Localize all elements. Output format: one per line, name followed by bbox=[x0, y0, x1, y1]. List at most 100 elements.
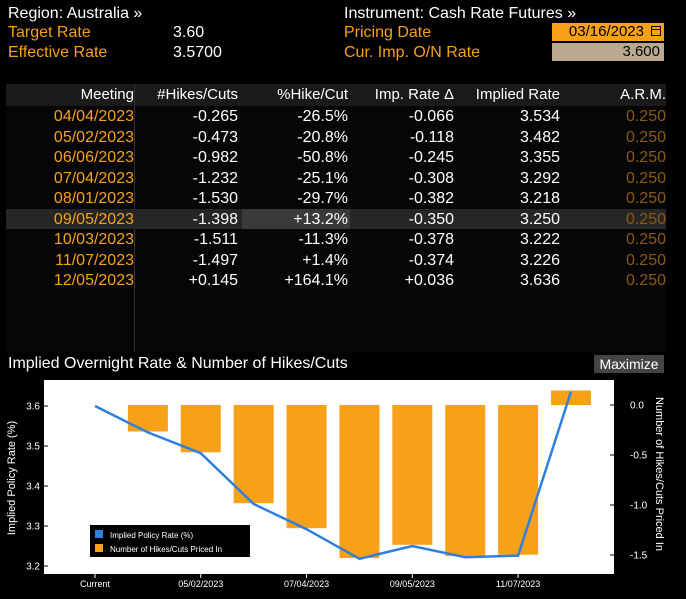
table-row[interactable]: 10/03/2023 -1.511 -11.3% -0.378 3.222 0.250 bbox=[6, 229, 666, 249]
pct-cell: -29.7% bbox=[297, 190, 348, 207]
col-meeting[interactable]: Meeting bbox=[80, 86, 134, 103]
hikes-cell: -1.497 bbox=[192, 251, 238, 269]
pct-cell: +164.1% bbox=[284, 272, 348, 289]
table-row[interactable]: 05/02/2023 -0.473 -20.8% -0.118 3.482 0.250 bbox=[6, 127, 666, 147]
legend-entry-line: Implied Policy Rate (%) bbox=[110, 531, 193, 540]
hikes-cuts-bar bbox=[498, 405, 539, 555]
cur-imp-rate-label: Cur. Imp. O/N Rate bbox=[344, 44, 481, 61]
cell-highlight bbox=[242, 208, 350, 229]
implied-cell: 3.292 bbox=[519, 169, 560, 187]
pct-cell: -20.8% bbox=[297, 128, 348, 146]
chart-title: Implied Overnight Rate & Number of Hikes… bbox=[8, 355, 348, 372]
pct-cell: -50.8% bbox=[297, 149, 348, 166]
col-hikes-cuts[interactable]: #Hikes/Cuts bbox=[157, 86, 238, 103]
meeting-cell[interactable]: 11/07/2023 bbox=[55, 251, 134, 269]
arm-cell: 0.250 bbox=[625, 231, 666, 248]
hikes-cuts-bar bbox=[339, 405, 380, 558]
meeting-cell[interactable]: 04/04/2023 bbox=[53, 108, 134, 125]
meeting-cell[interactable]: 09/05/2023 bbox=[53, 210, 134, 228]
x-tick-label: 07/04/2023 bbox=[284, 579, 329, 589]
hikes-cell: -1.398 bbox=[192, 210, 238, 228]
implied-cell: 3.482 bbox=[519, 128, 560, 146]
table-row[interactable]: 06/06/2023 -0.982 -50.8% -0.245 3.355 0.250 bbox=[6, 147, 666, 167]
meeting-cell[interactable]: 07/04/2023 bbox=[53, 169, 134, 187]
implied-rate-chart: 3.6 3.5 3.4 3.3 3.2 0.0 -0.5 -1.0 -1.5 Current 05/… bbox=[6, 380, 665, 589]
hikes-cell: -0.265 bbox=[192, 108, 238, 125]
col-implied-rate[interactable]: Implied Rate bbox=[475, 86, 560, 103]
chart-legend bbox=[90, 525, 250, 557]
implied-cell: 3.355 bbox=[519, 149, 560, 166]
legend-swatch-bar bbox=[95, 544, 103, 552]
rates-table: Meeting #Hikes/Cuts %Hike/Cut Imp. Rate … bbox=[6, 84, 666, 352]
delta-cell: -0.350 bbox=[408, 210, 454, 228]
table-header: Meeting #Hikes/Cuts %Hike/Cut Imp. Rate … bbox=[6, 84, 666, 106]
hikes-cell: +0.145 bbox=[188, 272, 238, 289]
maximize-button[interactable]: Maximize bbox=[594, 355, 664, 373]
delta-cell: -0.382 bbox=[408, 190, 454, 207]
implied-cell: 3.222 bbox=[519, 231, 560, 248]
implied-cell: 3.250 bbox=[519, 210, 560, 228]
legend-swatch-line bbox=[95, 530, 103, 538]
left-tick-label: 3.2 bbox=[26, 562, 40, 573]
pct-cell: -11.3% bbox=[298, 231, 348, 248]
effective-rate-value: 3.5700 bbox=[173, 44, 222, 61]
right-tick-label: -1.0 bbox=[630, 501, 648, 512]
table-row[interactable]: 11/07/2023 -1.497 +1.4% -0.374 3.226 0.250 bbox=[6, 250, 666, 270]
arm-cell: 0.250 bbox=[625, 128, 666, 146]
meeting-cell[interactable]: 12/05/2023 bbox=[53, 272, 134, 289]
delta-cell: -0.378 bbox=[408, 231, 454, 248]
left-tick-label: 3.3 bbox=[26, 522, 40, 533]
right-tick-label: -1.5 bbox=[630, 551, 648, 562]
pricing-date-field[interactable]: 03/16/2023 bbox=[552, 23, 664, 41]
hikes-cuts-bar bbox=[127, 405, 168, 432]
left-tick-label: 3.5 bbox=[26, 442, 40, 453]
delta-cell: -0.118 bbox=[409, 128, 454, 146]
arm-cell: 0.250 bbox=[625, 149, 666, 166]
region-selector[interactable]: Region: Australia » bbox=[8, 5, 143, 22]
hikes-cuts-bar bbox=[180, 405, 221, 453]
right-tick-label: -0.5 bbox=[630, 451, 648, 462]
left-tick-label: 3.4 bbox=[26, 482, 40, 493]
arm-cell: 0.250 bbox=[625, 251, 666, 269]
table-row[interactable]: 07/04/2023 -1.232 -25.1% -0.308 3.292 0.250 bbox=[6, 168, 666, 188]
hikes-cuts-bar bbox=[392, 405, 433, 545]
instrument-selector[interactable]: Instrument: Cash Rate Futures » bbox=[344, 5, 577, 22]
arm-cell: 0.250 bbox=[625, 190, 666, 207]
pct-cell: -26.5% bbox=[297, 108, 348, 125]
hikes-cuts-bar bbox=[551, 390, 591, 405]
right-tick-label: 0.0 bbox=[630, 401, 644, 412]
delta-cell: -0.245 bbox=[408, 149, 454, 166]
arm-cell: 0.250 bbox=[625, 169, 666, 187]
meeting-cell[interactable]: 08/01/2023 bbox=[53, 190, 134, 207]
meeting-cell[interactable]: 06/06/2023 bbox=[53, 149, 134, 166]
x-tick-label: 11/07/2023 bbox=[496, 579, 540, 589]
legend-entry-bar: Number of Hikes/Cuts Priced In bbox=[110, 545, 222, 554]
table-row[interactable]: 04/04/2023 -0.265 -26.5% -0.066 3.534 0.250 bbox=[6, 106, 666, 126]
arm-cell: 0.250 bbox=[625, 108, 666, 125]
cur-imp-rate-field: 3.600 bbox=[552, 43, 664, 61]
implied-cell: 3.226 bbox=[519, 251, 560, 269]
hikes-cuts-bar bbox=[445, 405, 486, 557]
hikes-cuts-bar bbox=[286, 405, 327, 529]
meeting-cell[interactable]: 10/03/2023 bbox=[53, 231, 134, 248]
col-arm[interactable]: A.R.M. bbox=[620, 86, 666, 103]
col-imp-rate-delta[interactable]: Imp. Rate Δ bbox=[374, 86, 454, 103]
x-tick-label: 09/05/2023 bbox=[390, 579, 435, 589]
pct-cell: +1.4% bbox=[302, 251, 348, 269]
arm-cell: 0.250 bbox=[625, 210, 666, 228]
meeting-cell[interactable]: 05/02/2023 bbox=[53, 128, 134, 146]
pricing-date-value: 03/16/2023 bbox=[568, 23, 644, 40]
x-tick-label: 05/02/2023 bbox=[178, 579, 223, 589]
calendar-icon[interactable] bbox=[651, 26, 661, 36]
left-tick-label: 3.6 bbox=[26, 402, 40, 413]
col-pct-hike-cut[interactable]: %Hike/Cut bbox=[277, 86, 348, 103]
hikes-cell: -1.530 bbox=[192, 190, 238, 207]
table-row[interactable]: 08/01/2023 -1.530 -29.7% -0.382 3.218 0.250 bbox=[6, 188, 666, 208]
table-row[interactable]: 09/05/2023 -1.398 +13.2% -0.350 3.250 0.250 bbox=[6, 208, 666, 229]
left-axis-label: Implied Policy Rate (%) bbox=[6, 421, 18, 535]
pct-cell: -25.1% bbox=[297, 169, 348, 187]
target-rate-label: Target Rate bbox=[8, 24, 91, 41]
arm-cell: 0.250 bbox=[625, 272, 666, 289]
table-row[interactable]: 12/05/2023 +0.145 +164.1% +0.036 3.636 0.250 bbox=[6, 270, 666, 290]
implied-rate-line bbox=[94, 391, 573, 561]
